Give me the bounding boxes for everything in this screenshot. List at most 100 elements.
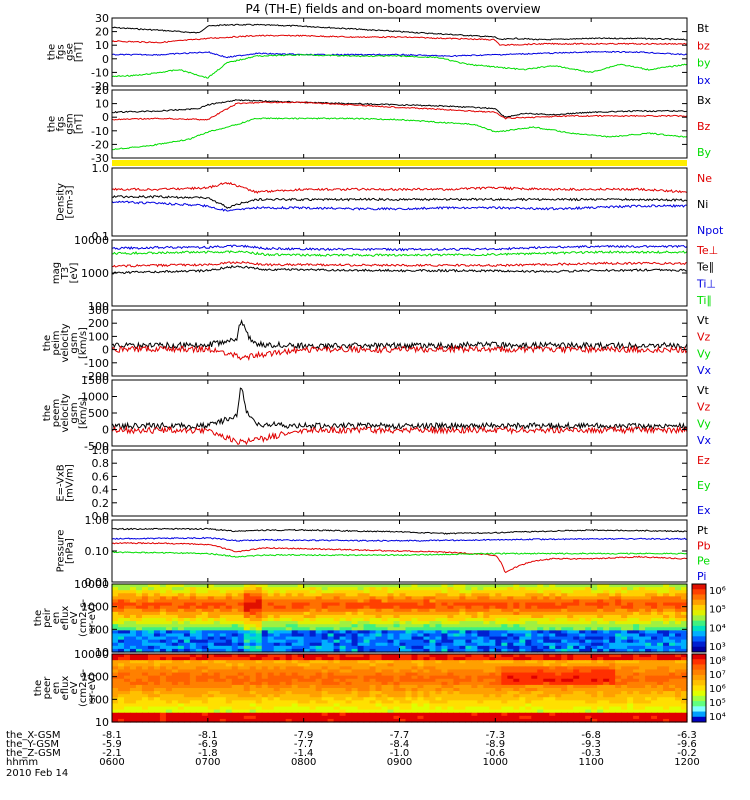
spectrogram-cell [123, 642, 131, 647]
spectrogram-cell [123, 596, 131, 601]
spectrogram-cell [291, 602, 299, 607]
spectrogram-cell [669, 684, 676, 689]
spectrogram-cell [489, 684, 496, 689]
spectrogram-cell [369, 611, 377, 616]
y-tick-label: 1000 [81, 267, 109, 280]
spectrogram-cell [453, 614, 460, 619]
spectrogram-cell [519, 596, 526, 601]
spectrogram-cell [387, 694, 395, 698]
spectrogram-cell [483, 672, 490, 677]
spectrogram-cell [195, 590, 203, 594]
spectrogram-cell [387, 706, 395, 711]
spectrogram-cell [165, 663, 173, 667]
spectrogram-cell [495, 681, 502, 686]
spectrogram-cell [435, 663, 443, 667]
spectrogram-cell [423, 645, 431, 650]
spectrogram-cell [327, 608, 335, 613]
spectrogram-cell [633, 602, 640, 607]
spectrogram-cell [453, 605, 460, 610]
spectrogram-cell [141, 611, 149, 616]
spectrogram-cell [645, 718, 652, 723]
spectrogram-cell [213, 657, 221, 661]
spectrogram-cell [129, 660, 137, 664]
spectrogram-cell [537, 584, 544, 588]
spectrogram-cell [573, 602, 580, 607]
spectrogram-cell [627, 618, 634, 622]
spectrogram-cell [459, 645, 466, 650]
spectrogram-cell [459, 642, 466, 647]
spectrogram-cell [663, 648, 670, 653]
spectrogram-cell [585, 666, 592, 671]
panel-frame [111, 379, 688, 447]
spectrogram-cell [531, 697, 538, 701]
spectrogram-cell [159, 703, 167, 708]
spectrogram-cell [441, 621, 449, 625]
spectrogram-cell [501, 590, 508, 594]
spectrogram-cell [627, 675, 634, 680]
spectrogram-cell [267, 712, 275, 717]
spectrogram-cell [501, 697, 508, 701]
spectrogram-cell [291, 688, 299, 692]
spectrogram-cell [285, 584, 293, 588]
spectrogram-cell [279, 584, 287, 588]
spectrogram-cell [381, 648, 389, 653]
spectrogram-cell [663, 700, 670, 705]
spectrogram-cell [225, 602, 233, 607]
spectrogram-cell [201, 642, 209, 647]
spectrogram-cell [579, 621, 586, 625]
spectrogram-cell [291, 584, 299, 588]
spectrogram-cell [141, 624, 149, 628]
spectrogram-cell [669, 599, 676, 604]
spectrogram-cell [189, 694, 197, 698]
spectrogram-cell [429, 642, 437, 647]
spectrogram-cell [255, 681, 263, 686]
spectrogram-cell [357, 718, 365, 723]
spectrogram-cell [555, 654, 562, 658]
spectrogram-cell [177, 618, 185, 622]
spectrogram-cell [681, 654, 688, 658]
spectrogram-cell [117, 688, 125, 692]
spectrogram-cell [267, 645, 275, 650]
spectrogram-cell [567, 691, 574, 695]
spectrogram-cell [339, 642, 347, 647]
spectrogram-cell [195, 669, 203, 674]
spectrogram-cell [537, 630, 544, 635]
spectrogram-cell [285, 706, 293, 711]
spectrogram-cell [129, 663, 137, 667]
spectrogram-cell [543, 593, 550, 597]
spectrogram-cell [225, 636, 233, 641]
spectrogram-cell [435, 666, 443, 671]
spectrogram-cell [171, 584, 179, 588]
spectrogram-cell [405, 587, 413, 591]
spectrogram-cell [219, 666, 227, 671]
spectrogram-cell [159, 697, 167, 701]
spectrogram-cell [483, 636, 490, 641]
spectrogram-cell [261, 654, 269, 658]
spectrogram-cell [381, 697, 389, 701]
spectrogram-cell [489, 627, 496, 631]
spectrogram-cell [129, 599, 137, 604]
spectrogram-cell [459, 639, 466, 644]
spectrogram-cell [357, 706, 365, 711]
colorbar-tick-label: 10⁴ [709, 623, 726, 634]
spectrogram-cell [465, 697, 472, 701]
spectrogram-cell [549, 700, 556, 705]
spectrogram-cell [159, 605, 167, 610]
spectrogram-cell [333, 605, 341, 610]
spectrogram-cell [477, 700, 484, 705]
spectrogram-cell [141, 630, 149, 635]
spectrogram-cell [189, 660, 197, 664]
spectrogram-cell [459, 654, 466, 658]
spectrogram-cell [387, 697, 395, 701]
spectrogram-cell [273, 675, 281, 680]
spectrogram-cell [141, 596, 149, 601]
spectrogram-cell [261, 593, 269, 597]
spectrogram-cell [339, 633, 347, 638]
spectrogram-cell [297, 672, 305, 677]
spectrogram-cell [363, 697, 371, 701]
spectrogram-cell [112, 587, 119, 591]
spectrogram-cell [201, 621, 209, 625]
spectrogram-cell [195, 636, 203, 641]
spectrogram-cell [117, 645, 125, 650]
spectrogram-cell [339, 703, 347, 708]
